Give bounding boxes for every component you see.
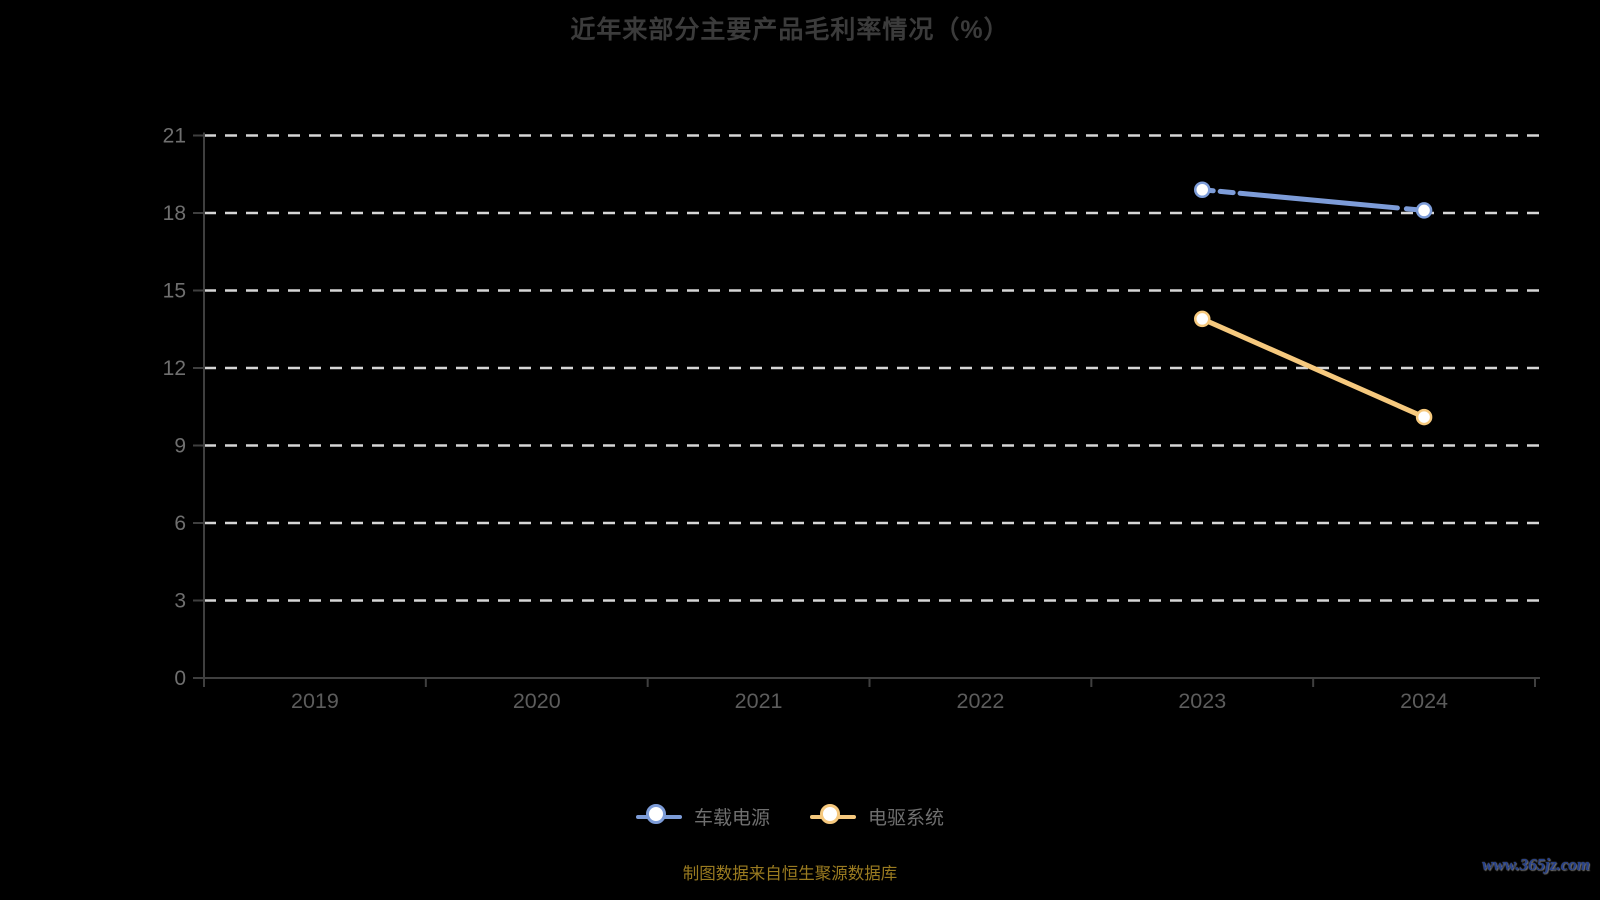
electric-drive-system-data-point [1415,408,1433,426]
legend-item-electric-drive-system[interactable]: 电驱系统 [810,803,944,830]
x-tick-label-2022: 2022 [956,689,1004,713]
watermark-link[interactable]: www.365jz.com [1482,855,1590,874]
electric-drive-system-series [1194,310,1433,426]
y-tick-label-21: 21 [163,125,186,148]
chart-title: 近年来部分主要产品毛利率情况（%） [570,16,1010,44]
y-tick-label-12: 12 [163,357,186,380]
y-tick-label-9: 9 [174,435,186,458]
electric-drive-system-data-point [1194,310,1211,328]
legend: 车载电源 电驱系统 [0,803,1580,830]
y-tick-label-15: 15 [163,280,186,303]
y-tick-label-18: 18 [163,202,186,225]
x-tick-label-2021: 2021 [735,689,783,713]
legend-line-circle-icon [635,803,682,830]
legend-item-vehicle-power-supply[interactable]: 车载电源 [635,803,770,830]
vehicle-power-supply-line [1199,187,1427,213]
electric-drive-system-line [1199,316,1427,420]
legend-label: 车载电源 [693,808,770,829]
axes: 0 3 6 9 12 15 18 21 2019 2020 2021 2022 2023 2024 [163,125,1540,713]
x-tick-label-2019: 2019 [291,689,339,713]
vehicle-power-supply-data-point [1194,181,1211,198]
x-tick-label-2023: 2023 [1178,689,1226,713]
vehicle-power-supply-data-point [1415,202,1433,219]
data-source-note: 制图数据来自恒生聚源数据库 [682,865,898,883]
vehicle-power-supply-series [1194,181,1433,219]
gridlines [204,134,1543,602]
y-tick-label-6: 6 [174,512,186,535]
legend-line-circle-icon [810,803,856,830]
y-tick-label-3: 3 [174,590,186,613]
x-tick-label-2020: 2020 [513,689,561,713]
x-tick-label-2024: 2024 [1400,689,1448,713]
y-tick-label-0: 0 [174,667,186,690]
legend-label: 电驱系统 [868,808,945,829]
